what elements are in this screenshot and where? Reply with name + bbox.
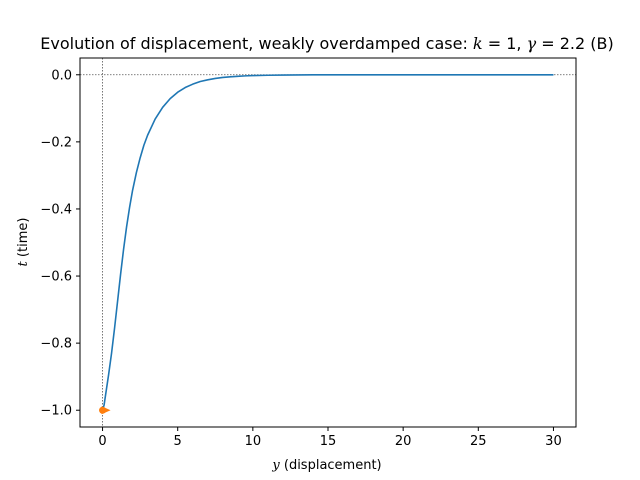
y-tick-label: −1.0 xyxy=(40,404,72,419)
plot-frame xyxy=(79,57,577,428)
series-layer xyxy=(101,73,554,411)
y-tick-label: −0.2 xyxy=(40,135,72,150)
x-tick-label: 10 xyxy=(245,434,262,449)
marker-layer xyxy=(99,406,111,415)
x-tick-label: 30 xyxy=(545,434,562,449)
x-axis-label: y (displacement) xyxy=(271,458,381,473)
series-line-0 xyxy=(101,73,554,411)
y-tick-label: −0.8 xyxy=(40,337,72,352)
x-tick-label: 5 xyxy=(174,434,182,449)
y-tick-label: 0.0 xyxy=(51,68,72,83)
y-axis-ticks: 0.0 −0.2 −0.4 −0.6 −0.8 −1.0 xyxy=(40,68,80,419)
x-tick-label: 0 xyxy=(98,434,106,449)
reference-lines xyxy=(80,58,576,427)
y-tick-label: −0.4 xyxy=(40,202,72,217)
x-axis-ticks: 0 5 10 15 20 25 30 xyxy=(98,427,562,449)
x-tick-label: 20 xyxy=(395,434,412,449)
y-tick-label: −0.6 xyxy=(40,270,72,285)
start-marker-arrow xyxy=(101,406,111,415)
y-axis-label: t (time) xyxy=(16,218,31,267)
chart-title: Evolution of displacement, weakly overda… xyxy=(40,34,613,53)
x-tick-label: 15 xyxy=(320,434,337,449)
x-tick-label: 25 xyxy=(470,434,487,449)
